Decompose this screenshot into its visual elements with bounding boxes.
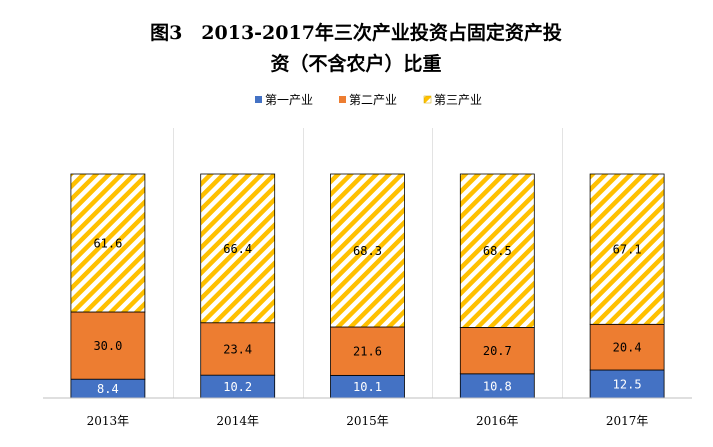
data-label: 68.3 [353, 244, 382, 258]
x-tick-label: 2015年 [346, 414, 389, 428]
data-label: 12.5 [613, 378, 642, 392]
bar-segment-3-1 [70, 173, 146, 313]
chart-title-line-2: 资（不含农户）比重 [270, 52, 441, 75]
x-tick-label: 2013年 [87, 414, 130, 428]
data-label: 23.4 [223, 342, 252, 356]
bar-segment-3-2 [200, 173, 276, 324]
x-axis-tick-labels: 2013年 2014年 2015年 2016年 2017年 [87, 414, 649, 428]
data-label: 8.4 [97, 382, 119, 396]
x-tick-label: 2017年 [606, 414, 649, 428]
x-tick-label: 2016年 [476, 414, 519, 428]
bars [70, 173, 665, 399]
data-label: 61.6 [93, 236, 122, 250]
legend-label: 第一产业 [265, 93, 313, 107]
legend: 第一产业 第二产业 第三产业 [255, 93, 482, 107]
bar-segment-1-4 [459, 373, 535, 399]
data-labels: 8.4 30.0 61.6 10.2 23.4 66.4 10.1 21.6 68.3 10.8 2… [93, 236, 641, 396]
bar-segment-2-1 [70, 311, 146, 380]
bar-segment-2-3 [330, 326, 405, 376]
legend-swatch [255, 96, 262, 103]
data-label: 68.5 [483, 244, 512, 258]
chart-title-line-1: 图3 2013-2017年三次产业投资占固定资产投 [150, 21, 562, 44]
bar-segment-2-4 [459, 327, 535, 375]
data-label: 66.4 [223, 242, 252, 256]
bar-segment-3-5 [589, 173, 665, 325]
data-label: 10.1 [353, 380, 382, 394]
legend-label: 第三产业 [434, 93, 482, 107]
legend-label: 第二产业 [349, 93, 397, 107]
bar-segment-3-3 [330, 173, 405, 328]
data-label: 20.4 [613, 341, 642, 355]
bar-segment-2-2 [200, 322, 276, 376]
bar-segment-3-4 [459, 173, 535, 328]
legend-swatch [423, 95, 432, 104]
legend-swatch [339, 96, 346, 103]
x-tick-label: 2014年 [216, 414, 259, 428]
data-label: 30.0 [93, 339, 122, 353]
category-separators [173, 128, 563, 398]
data-label: 67.1 [613, 243, 642, 257]
data-label: 10.2 [223, 380, 252, 394]
data-label: 20.7 [483, 344, 512, 358]
data-label: 10.8 [483, 379, 512, 393]
data-label: 21.6 [353, 345, 382, 359]
